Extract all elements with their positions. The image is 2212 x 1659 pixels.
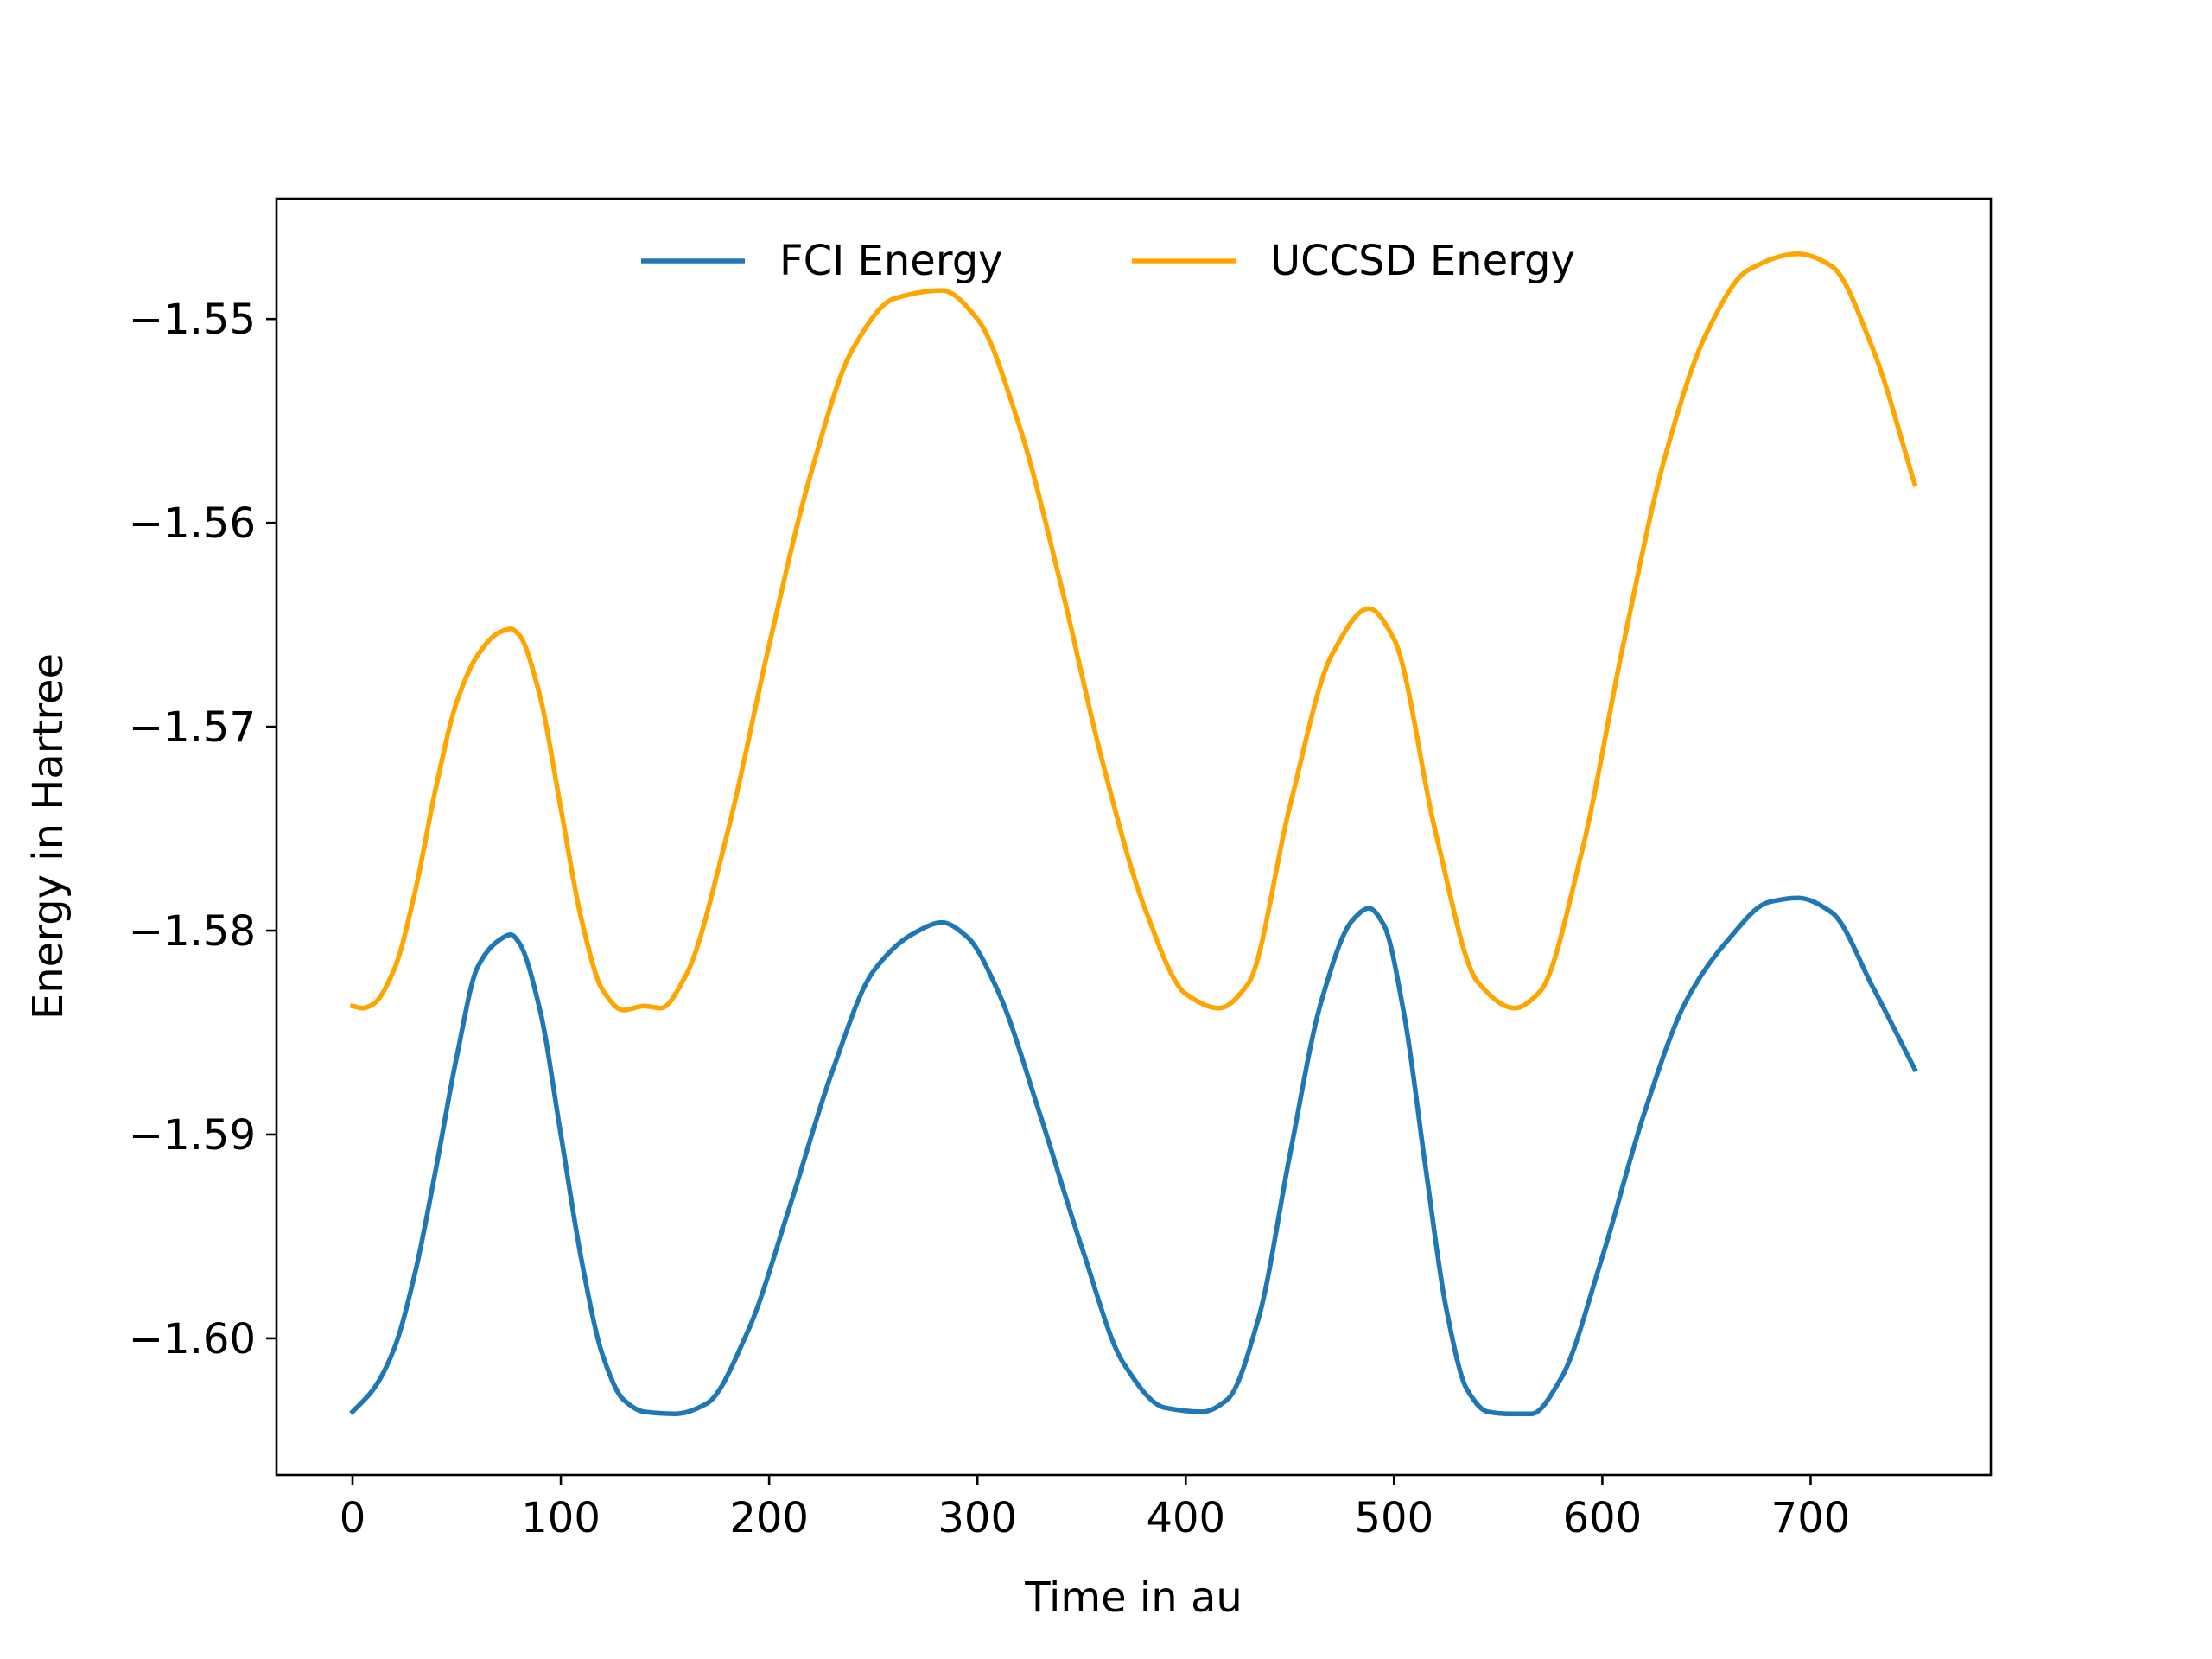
x-axis-ticks: 0 100 200 300 400 500 600 700 [340,1475,1851,1542]
legend-label-uccsd: UCCSD Energy [1270,237,1575,285]
x-tick-label: 500 [1355,1494,1434,1542]
series-line-fci [349,895,1918,1416]
x-tick-label: 400 [1146,1494,1225,1542]
series-lines [349,251,1918,1416]
plot-frame [275,197,1993,1477]
y-tick-label: −1.58 [129,907,256,956]
x-tick-label: 0 [340,1494,366,1542]
legend: FCI Energy UCCSD Energy [641,237,1575,285]
x-tick-label: 200 [729,1494,809,1542]
y-tick-label: −1.59 [129,1111,256,1160]
x-tick-label: 600 [1563,1494,1643,1542]
series-line-uccsd [349,251,1918,1013]
x-tick-label: 700 [1771,1494,1851,1542]
x-tick-label: 100 [521,1494,601,1542]
x-tick-label: 300 [938,1494,1017,1542]
y-tick-label: −1.60 [129,1315,256,1363]
y-tick-label: −1.57 [129,703,256,752]
y-axis-ticks: −1.60 −1.59 −1.58 −1.57 −1.56 −1.55 [129,296,276,1363]
y-tick-label: −1.56 [129,499,256,548]
x-axis-label: Time in au [1024,1573,1243,1622]
y-tick-label: −1.55 [129,296,256,344]
y-axis-label: Energy in Hartree [24,653,73,1020]
legend-label-fci: FCI Energy [779,237,1003,285]
